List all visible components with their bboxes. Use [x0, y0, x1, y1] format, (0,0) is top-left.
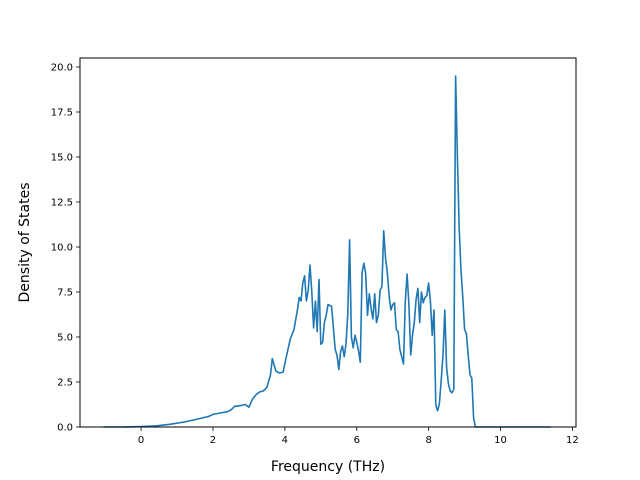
x-tick-label: 8 [425, 435, 431, 446]
x-axis-ticks: 0 2 4 6 8 10 12 [138, 427, 579, 446]
y-tick-label: 20.0 [51, 63, 73, 74]
y-tick-label: 17.5 [51, 108, 73, 119]
plot-area [103, 75, 551, 428]
x-tick-label: 0 [138, 435, 144, 446]
y-tick-label: 0.0 [57, 423, 73, 434]
x-tick-label: 4 [282, 435, 288, 446]
y-axis-label: Density of States [17, 183, 33, 303]
dos-series-line [103, 75, 551, 428]
x-tick-label: 2 [210, 435, 216, 446]
y-tick-label: 10.0 [51, 243, 73, 254]
x-axis-label: Frequency (THz) [271, 459, 385, 475]
y-tick-label: 2.5 [57, 378, 73, 389]
axes-frame [79, 57, 577, 428]
x-tick-label: 6 [354, 435, 360, 446]
x-tick-label: 12 [566, 435, 579, 446]
y-tick-label: 7.5 [57, 288, 73, 299]
x-tick-label: 10 [494, 435, 507, 446]
y-tick-label: 12.5 [51, 198, 73, 209]
y-tick-label: 15.0 [51, 153, 73, 164]
y-tick-label: 5.0 [57, 333, 73, 344]
y-axis-ticks: 0.0 2.5 5.0 7.5 10.0 12.5 15.0 17.5 20.0 [51, 63, 80, 434]
